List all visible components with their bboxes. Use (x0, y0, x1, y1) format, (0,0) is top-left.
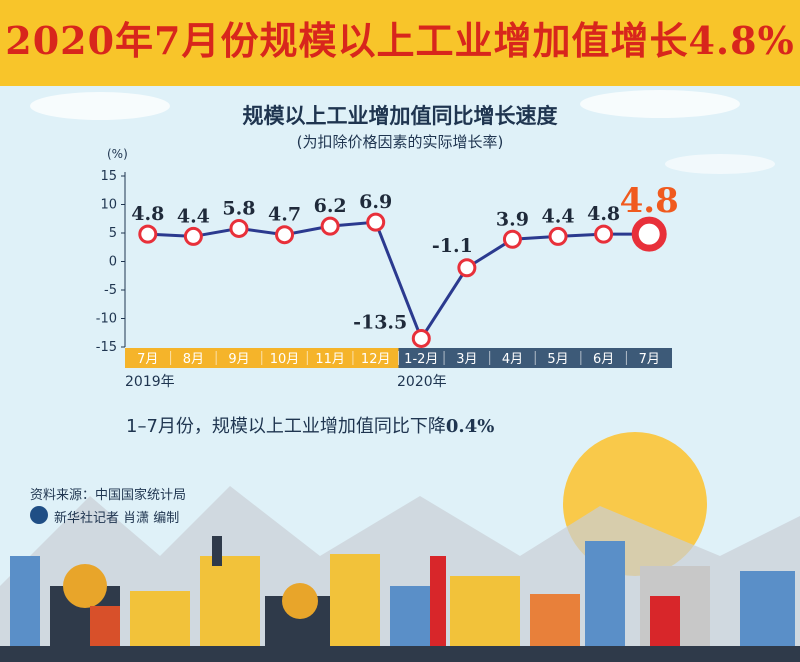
y-tick-label: 0 (109, 255, 117, 270)
data-label: 4.8 (131, 203, 164, 225)
y-tick-label: -10 (96, 312, 117, 327)
data-point (320, 216, 340, 236)
summary-note-text: 1–7月份，规模以上工业增加值同比下降 (126, 416, 446, 437)
data-point (502, 229, 522, 249)
data-label: 3.9 (496, 208, 529, 230)
year-label-2019: 2019年 (125, 374, 175, 390)
data-label: 4.4 (177, 205, 210, 227)
scene-svg: 15 10 5 0 -5 -10 -15 7月 8月 9月 10月 11月 12月 1-2月 3月 4月 5月 6… (0, 90, 800, 662)
year-label-2020: 2020年 (397, 374, 447, 390)
data-point (138, 224, 158, 244)
chart-subtitle: (为扣除价格因素的实际增长率) (296, 133, 504, 151)
y-axis-unit: (%) (107, 147, 128, 161)
x-tick-label: 7月 (137, 352, 158, 367)
title-banner (0, 0, 800, 86)
x-tick-label: 11月 (315, 352, 345, 367)
summary-note: 1–7月份，规模以上工业增加值同比下降0.4% (126, 412, 494, 438)
data-point (594, 224, 614, 244)
xinhua-logo-icon (30, 506, 48, 524)
data-label: -13.5 (353, 311, 407, 333)
source-text: 资料来源：中国国家统计局 (30, 488, 187, 503)
data-point (548, 226, 568, 246)
data-point (366, 212, 386, 232)
data-label: 4.8 (587, 203, 620, 225)
data-point (275, 225, 295, 245)
x-tick-label: 9月 (228, 352, 249, 367)
y-tick-label: 5 (109, 226, 117, 241)
y-tick-label: -5 (104, 283, 117, 298)
x-tick-label: 6月 (593, 352, 614, 367)
credit-text: 新华社记者 肖潇 编制 (54, 511, 180, 526)
x-tick-label: 8月 (183, 352, 204, 367)
data-point (411, 328, 431, 348)
clouds (30, 90, 775, 174)
y-tick-label: 15 (100, 169, 117, 184)
x-tick-label: 4月 (502, 352, 523, 367)
data-point (457, 258, 477, 278)
data-label: 4.4 (542, 205, 575, 227)
page-title: 2020年7月份规模以上工业增加值增长4.8% (5, 18, 795, 63)
y-tick-label: 10 (100, 198, 117, 213)
x-tick-label: 12月 (361, 352, 391, 367)
city-skyline (0, 486, 800, 662)
data-point-highlight (631, 216, 667, 252)
data-point (229, 218, 249, 238)
data-label: 6.9 (359, 191, 392, 213)
x-tick-label: 10月 (270, 352, 300, 367)
y-tick-label: -15 (96, 340, 117, 355)
x-tick-label: 5月 (547, 352, 568, 367)
x-tick-label: 7月 (639, 352, 660, 367)
data-label: 6.2 (314, 195, 347, 217)
chart-title: 规模以上工业增加值同比增长速度 (242, 104, 558, 128)
data-label: 4.8 (620, 181, 679, 221)
data-point (183, 226, 203, 246)
data-label: 4.7 (268, 204, 301, 226)
data-label: -1.1 (432, 235, 473, 257)
x-tick-label: 3月 (456, 352, 477, 367)
data-label: 5.8 (222, 197, 255, 219)
x-tick-label: 1-2月 (404, 352, 438, 367)
summary-note-value: 0.4% (445, 416, 495, 437)
